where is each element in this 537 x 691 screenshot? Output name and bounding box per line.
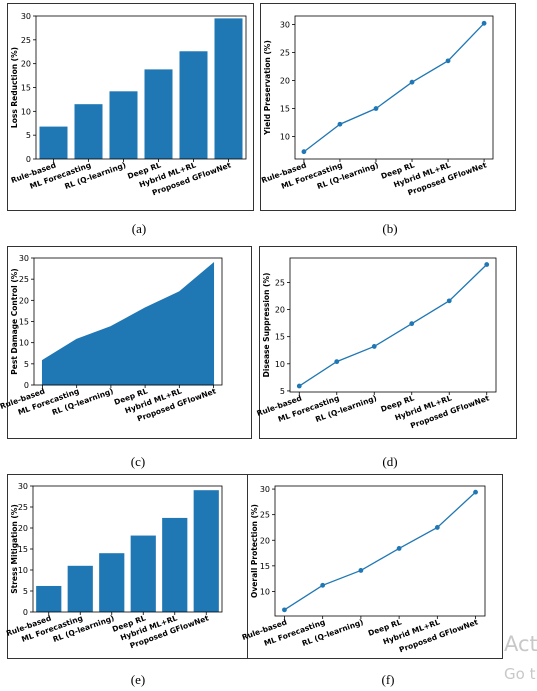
y-tick-label-3: 20 bbox=[275, 306, 285, 315]
chart-panel-c: 0 5 10 15 20 25 30 Rule-based ML Forecasting RL (… bbox=[0, 246, 252, 439]
y-tick-label-0: 10 bbox=[260, 587, 270, 596]
y-tick-label-5: 25 bbox=[18, 503, 28, 512]
point-0 bbox=[301, 149, 307, 155]
point-0 bbox=[282, 607, 287, 613]
point-3 bbox=[409, 79, 415, 85]
y-tick-label-2: 10 bbox=[18, 566, 28, 575]
chart-panel-a: 0 5 10 15 20 25 30 Rule-based ML Forecasting RL (… bbox=[7, 3, 254, 211]
y-tick-label-4: 30 bbox=[260, 485, 270, 494]
chart-panel-b: 10 15 20 25 30 Rule-based ML Forecasting RL (Q-… bbox=[260, 3, 516, 211]
y-axis-label: Yield Preservation (%) bbox=[263, 40, 272, 136]
chart-panel-f: 10 15 20 25 30 Rule-based ML Forecasting RL (Q-… bbox=[241, 474, 503, 659]
y-tick-label-0: 10 bbox=[280, 133, 290, 142]
point-5 bbox=[473, 489, 478, 495]
axes-frame bbox=[294, 15, 494, 160]
y-tick-label-1: 5 bbox=[26, 131, 31, 140]
watermark-line-1: Act bbox=[504, 632, 537, 656]
point-5 bbox=[481, 20, 487, 26]
series-line bbox=[298, 264, 488, 387]
y-tick-label-4: 20 bbox=[18, 524, 28, 533]
chart-panel-e: 0 5 10 15 20 25 30 Rule-based ML Forecasting RL (… bbox=[5, 474, 250, 659]
point-5 bbox=[484, 262, 490, 267]
bar-5 bbox=[214, 18, 243, 160]
bar-5 bbox=[193, 490, 219, 612]
bar-0 bbox=[36, 585, 62, 612]
y-tick-label-1: 15 bbox=[280, 105, 290, 114]
y-tick-label-2: 15 bbox=[275, 333, 285, 342]
y-tick-label-6: 30 bbox=[19, 254, 29, 263]
caption-b: (b) bbox=[382, 221, 398, 236]
watermark-line-2: Go t bbox=[504, 665, 536, 683]
y-tick-label-1: 15 bbox=[260, 562, 270, 571]
y-tick-label-3: 15 bbox=[18, 545, 28, 554]
caption-e: (e) bbox=[130, 672, 146, 687]
y-tick-label-3: 25 bbox=[260, 511, 270, 520]
y-tick-label-0: 5 bbox=[280, 387, 285, 396]
bar-1 bbox=[74, 104, 103, 159]
point-1 bbox=[334, 359, 340, 365]
bar-3 bbox=[144, 69, 173, 159]
y-axis-label: Pest Damage Control (%) bbox=[10, 268, 19, 374]
y-axis-label: Loss Reduction (%) bbox=[10, 47, 19, 128]
y-tick-label-1: 5 bbox=[24, 360, 29, 369]
y-tick-label-4: 25 bbox=[275, 278, 285, 287]
y-tick-label-0: 0 bbox=[24, 381, 29, 390]
y-tick-label-2: 20 bbox=[260, 536, 270, 545]
point-1 bbox=[337, 121, 343, 127]
y-tick-label-4: 20 bbox=[19, 296, 29, 305]
axes-frame bbox=[289, 257, 497, 393]
y-tick-label-0: 0 bbox=[23, 608, 28, 617]
point-0 bbox=[296, 383, 302, 389]
bar-2 bbox=[99, 553, 125, 612]
series-line bbox=[303, 22, 485, 153]
y-tick-label-3: 25 bbox=[280, 48, 290, 57]
y-tick-label-5: 25 bbox=[19, 275, 29, 284]
caption-a: (a) bbox=[131, 221, 147, 236]
y-tick-label-0: 0 bbox=[26, 155, 31, 164]
y-tick-label-6: 30 bbox=[21, 12, 31, 21]
y-tick-label-4: 30 bbox=[280, 20, 290, 29]
y-axis-label: Disease Suppression (%) bbox=[262, 273, 271, 378]
caption-d: (d) bbox=[382, 454, 398, 469]
bar-2 bbox=[109, 91, 138, 159]
y-tick-label-6: 30 bbox=[18, 482, 28, 491]
y-tick-label-1: 5 bbox=[23, 587, 28, 596]
bar-3 bbox=[130, 535, 156, 612]
point-4 bbox=[445, 58, 451, 64]
axes-frame bbox=[274, 485, 486, 617]
y-tick-label-2: 20 bbox=[280, 76, 290, 85]
series-line bbox=[284, 491, 476, 611]
area-series bbox=[41, 262, 215, 386]
point-3 bbox=[396, 546, 402, 551]
bar-4 bbox=[162, 517, 188, 612]
y-tick-label-5: 25 bbox=[21, 36, 31, 45]
bar-1 bbox=[67, 565, 93, 612]
chart-panel-d: 5 10 15 20 25 Rule-based ML Forecasting RL (Q-l… bbox=[255, 246, 517, 439]
y-tick-label-2: 10 bbox=[19, 339, 29, 348]
y-axis-label: Stress Mitigation (%) bbox=[10, 504, 19, 594]
point-2 bbox=[371, 344, 377, 349]
y-tick-label-3: 15 bbox=[21, 84, 31, 93]
bar-0 bbox=[39, 126, 68, 159]
bar-4 bbox=[179, 51, 208, 160]
y-tick-label-4: 20 bbox=[21, 60, 31, 69]
point-3 bbox=[409, 321, 415, 327]
y-tick-label-2: 10 bbox=[21, 107, 31, 116]
caption-f: (f) bbox=[381, 672, 395, 687]
y-tick-label-1: 10 bbox=[275, 360, 285, 369]
point-2 bbox=[373, 106, 379, 111]
y-tick-label-3: 15 bbox=[19, 318, 29, 327]
point-4 bbox=[434, 525, 440, 530]
point-2 bbox=[358, 568, 364, 573]
y-axis-label: Overall Protection (%) bbox=[250, 504, 259, 598]
point-4 bbox=[446, 298, 452, 304]
caption-c: (c) bbox=[130, 454, 146, 469]
point-1 bbox=[320, 582, 326, 588]
